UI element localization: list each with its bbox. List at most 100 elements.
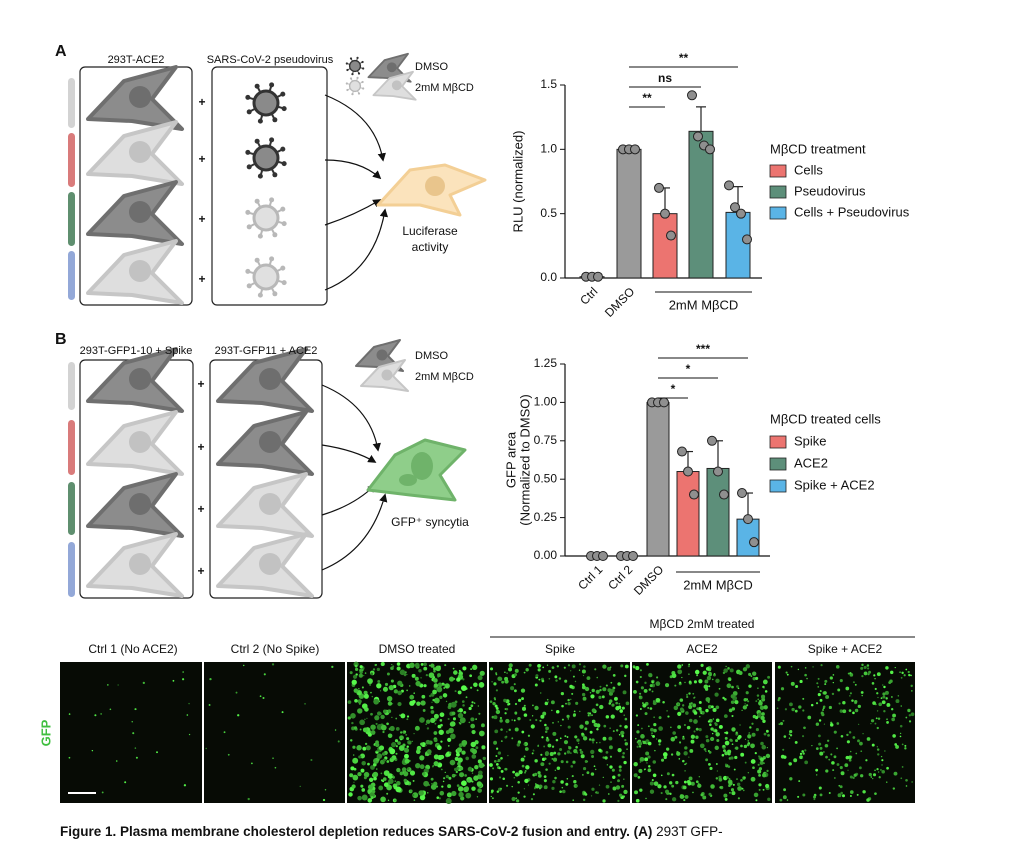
gfp-signal xyxy=(489,700,493,703)
gfp-signal xyxy=(624,674,627,678)
gfp-signal xyxy=(441,768,443,771)
spike-tip xyxy=(246,109,252,115)
gfp-signal xyxy=(357,771,362,777)
gfp-signal xyxy=(546,664,549,666)
gfp-signal xyxy=(679,681,682,684)
gfp-signal xyxy=(755,676,759,680)
gfp-signal xyxy=(387,709,392,714)
gfp-signal xyxy=(635,714,639,717)
gfp-signal xyxy=(671,797,677,802)
gfp-signal xyxy=(680,794,682,796)
spike-tip xyxy=(269,82,275,88)
gfp-signal xyxy=(638,745,642,748)
gfp-signal xyxy=(370,691,372,694)
gfp-signal xyxy=(581,732,584,736)
gfp-signal xyxy=(779,798,783,802)
gfp-signal xyxy=(548,677,551,680)
gfp-signal xyxy=(911,781,913,783)
gfp-signal xyxy=(610,666,612,668)
gfp-signal xyxy=(763,762,765,765)
gfp-signal xyxy=(563,666,566,669)
gfp-signal xyxy=(523,743,526,746)
gfp-signal xyxy=(684,746,688,750)
gfp-signal xyxy=(815,747,819,751)
gfp-signal xyxy=(518,769,523,775)
gfp-signal xyxy=(633,761,638,767)
gfp-signal xyxy=(584,727,588,731)
gfp-signal xyxy=(635,798,640,803)
gfp-signal xyxy=(495,689,498,692)
bar xyxy=(725,211,751,279)
nucleus xyxy=(129,141,151,163)
gfp-signal xyxy=(671,773,675,777)
gfp-signal xyxy=(695,780,699,784)
data-point xyxy=(713,466,723,477)
gfp-signal xyxy=(893,771,898,776)
gfp-signal xyxy=(439,719,443,722)
gfp-signal xyxy=(648,688,652,691)
gfp-signal xyxy=(623,789,628,795)
significance-label: ** xyxy=(679,51,689,65)
spike-tip xyxy=(245,94,251,100)
gfp-signal xyxy=(853,773,857,777)
gfp-signal xyxy=(766,747,768,749)
x-tick-label: Ctrl xyxy=(577,284,600,307)
gfp-signal xyxy=(763,687,765,689)
gfp-signal xyxy=(698,715,701,718)
gfp-signal xyxy=(373,698,380,705)
arrow xyxy=(324,199,382,226)
gfp-signal xyxy=(730,756,734,760)
gfp-signal xyxy=(578,663,582,666)
gfp-signal xyxy=(708,762,711,766)
gfp-signal xyxy=(543,779,547,783)
spike-tip xyxy=(245,268,251,274)
gfp-signal xyxy=(376,753,383,759)
gfp-signal xyxy=(537,771,541,775)
gfp-signal xyxy=(642,703,647,708)
gfp-signal xyxy=(892,713,896,718)
legend-label: Cells + Pseudovirus xyxy=(794,204,910,219)
gfp-signal xyxy=(555,679,558,682)
gfp-signal xyxy=(349,671,353,675)
gfp-signal xyxy=(803,726,806,730)
group-label: 2mM MβCD xyxy=(683,577,753,592)
panel-title: DMSO treated xyxy=(379,642,456,656)
gfp-signal xyxy=(690,702,693,705)
gfp-signal xyxy=(698,776,700,778)
gfp-signal xyxy=(832,674,835,676)
gfp-signal xyxy=(609,727,611,729)
gfp-signal xyxy=(569,684,573,689)
gfp-signal xyxy=(806,677,808,680)
gfp-signal xyxy=(459,772,465,778)
gfp-signal xyxy=(386,722,389,726)
gfp-signal xyxy=(439,712,445,718)
gfp-signal xyxy=(686,695,689,699)
gfp-signal xyxy=(877,753,880,756)
gfp-signal xyxy=(450,733,456,740)
gfp-signal xyxy=(883,710,886,713)
gfp-signal xyxy=(489,763,493,767)
legend-text: 2mM MβCD xyxy=(415,82,474,94)
gfp-signal xyxy=(369,683,372,686)
gfp-signal xyxy=(134,708,137,711)
gfp-signal xyxy=(817,693,821,697)
gfp-signal xyxy=(688,663,691,666)
gfp-signal xyxy=(375,722,378,726)
gfp-signal xyxy=(500,769,504,773)
gfp-signal xyxy=(607,666,611,671)
gfp-signal xyxy=(726,683,732,689)
data-point xyxy=(689,489,699,500)
gfp-signal xyxy=(416,748,421,752)
gfp-signal xyxy=(394,780,396,782)
gfp-signal xyxy=(722,696,725,700)
gfp-signal xyxy=(901,743,904,746)
gfp-signal xyxy=(68,713,71,715)
gfp-signal xyxy=(462,704,465,707)
gfp-signal xyxy=(451,711,456,716)
gfp-signal xyxy=(433,731,438,735)
gfp-signal xyxy=(367,678,373,685)
gfp-signal xyxy=(831,692,835,696)
gfp-signal xyxy=(398,745,405,751)
gfp-signal xyxy=(637,741,643,746)
gfp-signal xyxy=(839,709,844,713)
